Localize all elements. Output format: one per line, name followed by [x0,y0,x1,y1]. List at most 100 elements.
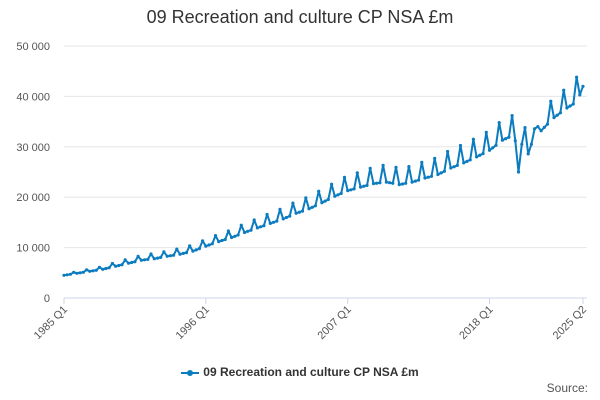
data-point[interactable] [310,205,314,209]
data-point[interactable] [458,143,463,148]
data-point[interactable] [533,127,537,131]
data-point[interactable] [181,251,185,255]
data-point[interactable] [375,181,379,185]
data-point[interactable] [439,171,443,175]
data-point[interactable] [226,229,230,233]
data-point[interactable] [97,265,102,269]
data-point[interactable] [252,218,256,222]
data-point[interactable] [81,270,85,274]
data-point[interactable] [233,234,237,238]
data-point[interactable] [355,171,359,175]
data-point[interactable] [194,248,198,252]
data-point[interactable] [455,163,459,167]
data-point[interactable] [88,269,92,273]
data-point[interactable] [178,252,182,256]
data-point[interactable] [65,273,69,277]
data-point[interactable] [516,170,521,174]
data-point[interactable] [165,254,169,258]
data-point[interactable] [213,234,218,238]
data-point[interactable] [542,125,546,129]
data-point[interactable] [565,106,569,110]
data-point[interactable] [433,156,437,160]
data-point[interactable] [191,249,195,253]
data-point[interactable] [504,137,508,141]
data-point[interactable] [352,187,356,191]
data-point[interactable] [320,201,324,205]
data-point[interactable] [397,183,401,187]
data-point[interactable] [78,271,82,275]
data-point[interactable] [410,180,414,184]
data-point[interactable] [529,142,534,146]
data-point[interactable] [545,122,550,126]
data-point[interactable] [188,244,192,248]
data-point[interactable] [275,219,279,223]
data-point[interactable] [149,252,153,256]
data-point[interactable] [68,272,72,276]
data-point[interactable] [371,182,376,186]
data-point[interactable] [323,199,327,203]
data-point[interactable] [294,211,298,215]
data-point[interactable] [146,257,150,261]
data-point[interactable] [262,224,266,228]
data-point[interactable] [342,175,347,179]
data-point[interactable] [462,161,466,165]
legend[interactable]: 09 Recreation and culture CP NSA £m [0,365,600,379]
data-point[interactable] [168,254,172,258]
data-point[interactable] [388,181,392,185]
data-point[interactable] [362,184,366,188]
data-point[interactable] [368,166,372,170]
data-point[interactable] [575,75,579,79]
data-point[interactable] [271,220,276,224]
data-point[interactable] [288,214,292,218]
data-point[interactable] [449,166,453,170]
data-point[interactable] [133,260,137,264]
data-point[interactable] [117,263,121,268]
data-point[interactable] [326,197,330,202]
data-point[interactable] [317,189,321,193]
data-point[interactable] [313,204,317,208]
data-point[interactable] [471,137,475,141]
data-point[interactable] [91,269,95,273]
data-point[interactable] [404,181,408,185]
data-point[interactable] [510,114,514,118]
data-point[interactable] [126,261,131,265]
data-point[interactable] [152,257,156,261]
data-point[interactable] [107,266,111,270]
data-point[interactable] [172,253,176,257]
data-point[interactable] [475,155,479,159]
data-point[interactable] [304,196,308,200]
data-point[interactable] [207,243,211,247]
data-point[interactable] [491,146,495,150]
data-point[interactable] [436,172,440,177]
data-point[interactable] [175,247,179,251]
data-point[interactable] [330,182,334,186]
data-point[interactable] [571,102,575,106]
data-point[interactable] [255,226,259,230]
data-point[interactable] [484,130,488,134]
data-point[interactable] [72,270,76,274]
data-point[interactable] [365,183,369,187]
data-point[interactable] [307,207,311,211]
data-point[interactable] [442,169,446,173]
data-point[interactable] [120,263,124,267]
data-point[interactable] [155,256,160,260]
data-point[interactable] [578,93,582,97]
data-point[interactable] [494,143,498,147]
data-point[interactable] [220,238,224,243]
data-point[interactable] [536,125,540,129]
data-point[interactable] [236,233,240,237]
data-point[interactable] [210,242,214,246]
data-point[interactable] [62,273,66,277]
data-point[interactable] [300,209,305,213]
data-point[interactable] [278,207,282,211]
data-point[interactable] [417,178,421,182]
data-point[interactable] [407,165,411,169]
data-point[interactable] [423,176,427,180]
data-point[interactable] [75,271,79,275]
data-point[interactable] [114,264,118,268]
data-point[interactable] [562,88,566,92]
data-point[interactable] [523,126,527,130]
data-point[interactable] [400,182,405,186]
data-point[interactable] [346,189,350,193]
data-point[interactable] [555,113,559,117]
